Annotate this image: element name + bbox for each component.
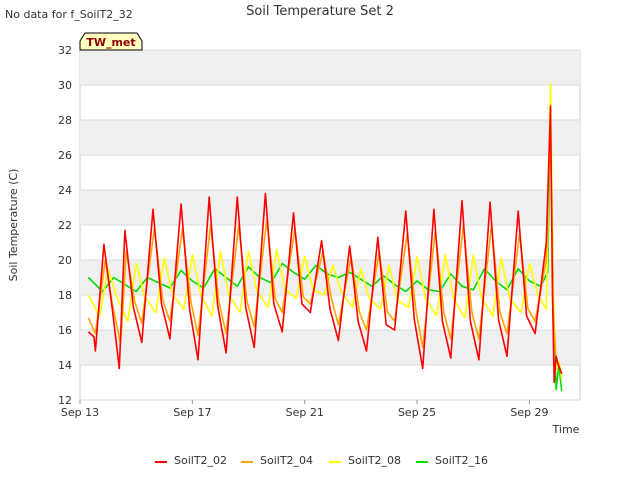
x-tick-label: Sep 21 <box>286 406 324 419</box>
series-lines <box>87 82 563 392</box>
legend-label: SoilT2_02 <box>174 454 227 467</box>
station-badge: TW_met <box>79 32 143 51</box>
grid-band <box>80 120 580 155</box>
x-axis-ticks: Sep 13 Sep 17 Sep 21 Sep 25 Sep 29 <box>61 400 549 419</box>
y-tick-label: 32 <box>58 44 72 57</box>
legend-label: SoilT2_08 <box>348 454 401 467</box>
grid-band <box>80 50 580 85</box>
chart-title: Soil Temperature Set 2 <box>246 4 394 19</box>
y-axis-label: Soil Temperature (C) <box>7 169 20 282</box>
x-tick-label: Sep 13 <box>61 406 99 419</box>
y-tick-label: 24 <box>58 184 72 197</box>
y-tick-label: 12 <box>58 394 72 407</box>
y-tick-label: 14 <box>58 359 72 372</box>
series-line-soilt2_04 <box>87 119 563 375</box>
x-axis-label: Time <box>552 423 580 436</box>
y-tick-label: 16 <box>58 324 72 337</box>
no-data-note: No data for f_SoilT2_32 <box>5 8 133 21</box>
y-tick-label: 18 <box>58 289 72 302</box>
x-tick-label: Sep 29 <box>510 406 548 419</box>
y-tick-label: 20 <box>58 254 72 267</box>
grid-band <box>80 190 580 225</box>
grid-band <box>80 330 580 365</box>
series-line-soilt2_16 <box>87 110 563 392</box>
series-line-soilt2_02 <box>87 105 563 384</box>
y-tick-label: 28 <box>58 114 72 127</box>
y-tick-label: 22 <box>58 219 72 232</box>
legend-label: SoilT2_16 <box>435 454 488 467</box>
y-tick-label: 30 <box>58 79 72 92</box>
legend: SoilT2_02 SoilT2_04 SoilT2_08 SoilT2_16 <box>155 454 488 467</box>
y-axis-ticks: 12 14 16 18 20 22 24 26 28 30 32 <box>58 44 72 407</box>
x-tick-label: Sep 25 <box>398 406 436 419</box>
x-tick-label: Sep 17 <box>173 406 211 419</box>
legend-label: SoilT2_04 <box>260 454 313 467</box>
station-badge-label: TW_met <box>86 36 135 49</box>
y-tick-label: 26 <box>58 149 72 162</box>
